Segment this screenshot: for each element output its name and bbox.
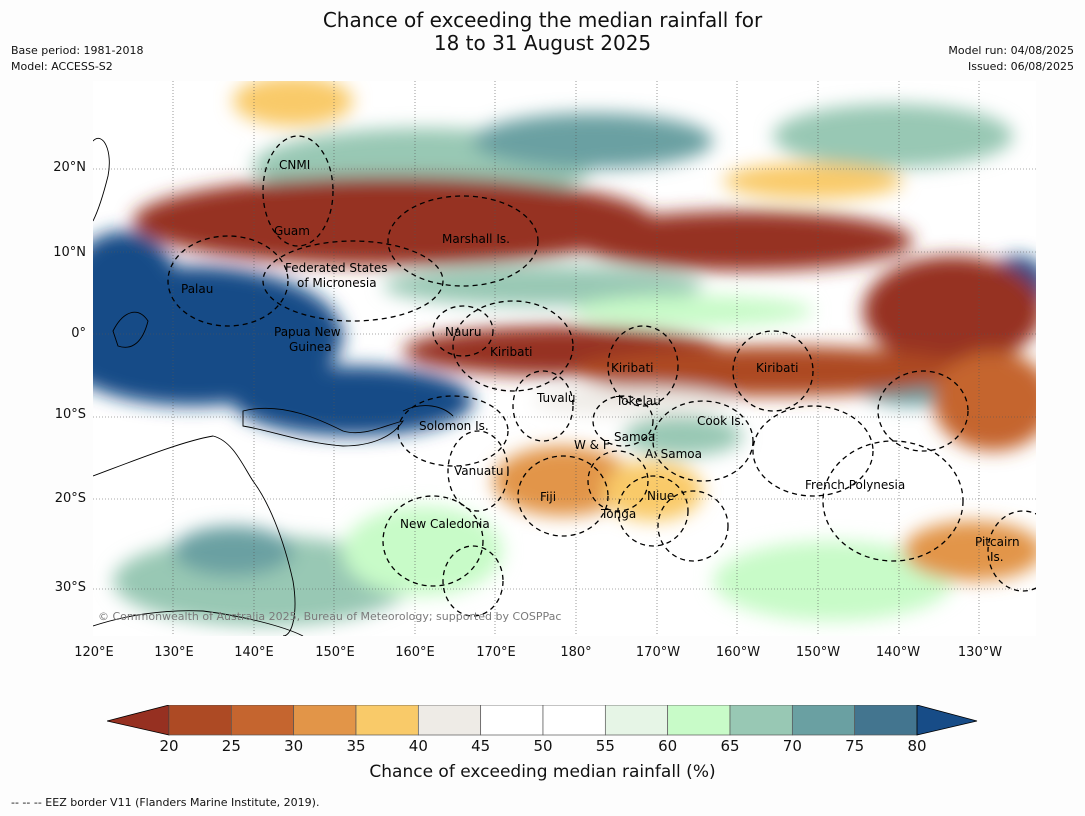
- colorbar-tick-label: 25: [221, 737, 241, 755]
- colorbar-segment: [417, 705, 482, 736]
- place-label-wallis-futuna: W & F: [574, 438, 610, 452]
- place-label-marshall: Marshall Is.: [442, 232, 510, 246]
- lat-label-20s: 20°S: [54, 491, 86, 506]
- place-label-guam: Guam: [274, 224, 310, 238]
- place-label-nauru: Nauru: [445, 325, 482, 339]
- colorbar-tick-label: 30: [284, 737, 304, 755]
- map-title-line2: 18 to 31 August 2025: [433, 31, 652, 55]
- issued-date: Issued: 06/08/2025: [967, 60, 1074, 73]
- place-label-new-caledonia: New Caledonia: [400, 517, 490, 531]
- colorbar-tick-label: 80: [907, 737, 927, 755]
- lon-label-140e: 140°E: [234, 645, 274, 660]
- map-title-line1: Chance of exceeding the median rainfall …: [322, 8, 763, 32]
- meta-left: Base period: 1981-2018 Model: ACCESS-S2: [11, 43, 143, 75]
- coastlines: [93, 138, 454, 636]
- colorbar-segment: [355, 705, 419, 736]
- place-label-french-polynesia: French Polynesia: [805, 478, 906, 492]
- colorbar-low-arrow: [107, 705, 170, 736]
- place-label-tuvalu: Tuvalu: [537, 391, 576, 405]
- colorbar-segment: [729, 705, 793, 736]
- colorbar-tick-label: 70: [782, 737, 802, 755]
- place-label-fsm-line1: Federated States: [285, 261, 388, 275]
- colorbar-segment: [480, 705, 544, 736]
- place-label-niue: Niue: [647, 489, 675, 503]
- colorbar-tick-label: 60: [658, 737, 678, 755]
- colorbar-segment: [667, 705, 731, 736]
- colorbar-segment: [230, 705, 295, 736]
- colorbar-high-arrow: [916, 705, 978, 736]
- meta-right: Model run: 04/08/2025 Issued: 06/08/2025: [948, 43, 1074, 75]
- place-label-american-samoa: A. Samoa: [645, 447, 702, 461]
- place-label-png-line1: Papua New: [274, 325, 341, 339]
- colorbar-tick-label: 50: [533, 737, 553, 755]
- place-label-fiji: Fiji: [540, 490, 557, 504]
- eez-borders: [167, 135, 1036, 617]
- place-label-samoa: Samoa: [614, 430, 656, 444]
- lon-label-160e: 160°E: [395, 645, 435, 660]
- lon-label-160w: 160°W: [715, 645, 761, 660]
- colorbar-tick-label: 40: [408, 737, 428, 755]
- colorbar-tick-label: 20: [159, 737, 179, 755]
- eez-footnote: -- -- -- EEZ border V11 (Flanders Marine…: [11, 796, 320, 809]
- base-period: Base period: 1981-2018: [11, 44, 144, 57]
- lon-label-180: 180°: [560, 645, 592, 660]
- colorbar-tick-label: 45: [471, 737, 491, 755]
- place-label-kiribati-west: Kiribati: [490, 345, 533, 359]
- lon-label-170e: 170°E: [476, 645, 516, 660]
- lon-label-130e: 130°E: [154, 645, 194, 660]
- place-label-tonga: Tonga: [601, 507, 637, 521]
- model-run-date: Model run: 04/08/2025: [948, 44, 1074, 57]
- place-label-fsm-line2: of Micronesia: [297, 276, 377, 290]
- place-label-png-line2: Guinea: [289, 340, 332, 354]
- lon-label-140w: 140°W: [875, 645, 921, 660]
- place-label-tokelau: Tokelau: [616, 394, 661, 408]
- colorbar-segment: [854, 705, 918, 736]
- colorbar: [107, 705, 978, 736]
- place-label-pitcairn-line1: Pitcairn: [975, 535, 1020, 549]
- lon-label-120e: 120°E: [74, 645, 114, 660]
- place-label-pitcairn-line2: Is.: [990, 550, 1004, 564]
- rainfall-map: [93, 81, 1036, 636]
- lat-label-30s: 30°S: [54, 580, 86, 595]
- colorbar-segment: [542, 705, 606, 736]
- place-label-kiribati-east: Kiribati: [756, 361, 799, 375]
- colorbar-segment: [293, 705, 357, 736]
- lat-label-10n: 10°N: [53, 245, 86, 260]
- place-label-cook: Cook Is.: [697, 414, 745, 428]
- lat-label-20n: 20°N: [53, 160, 86, 175]
- colorbar-tick-label: 75: [845, 737, 865, 755]
- colorbar-segments: [168, 705, 918, 736]
- place-label-palau: Palau: [181, 282, 214, 296]
- colorbar-segment: [168, 705, 232, 736]
- colorbar-segment: [604, 705, 669, 736]
- lon-label-150w: 150°W: [795, 645, 841, 660]
- rainfall-field: [93, 81, 1036, 626]
- place-label-cnmi: CNMI: [279, 158, 311, 172]
- lat-label-10s: 10°S: [54, 407, 86, 422]
- lon-label-130w: 130°W: [957, 645, 1003, 660]
- lon-label-150e: 150°E: [315, 645, 355, 660]
- colorbar-label: Chance of exceeding median rainfall (%): [369, 762, 716, 782]
- place-label-solomon: Solomon Is.: [419, 419, 489, 433]
- colorbar-segment: [791, 705, 856, 736]
- place-label-vanuatu: Vanuatu: [454, 464, 504, 478]
- colorbar-tick-label: 65: [720, 737, 740, 755]
- model-name: Model: ACCESS-S2: [11, 60, 113, 73]
- colorbar-tick-label: 55: [595, 737, 615, 755]
- map-field: [93, 81, 1036, 636]
- copyright-notice: © Commonwealth of Australia 2025, Bureau…: [98, 610, 562, 623]
- colorbar-tick-label: 35: [346, 737, 366, 755]
- lat-label-0: 0°: [71, 326, 86, 341]
- graticule: [93, 81, 1036, 636]
- place-label-kiribati-central: Kiribati: [611, 361, 654, 375]
- lon-label-170w: 170°W: [635, 645, 681, 660]
